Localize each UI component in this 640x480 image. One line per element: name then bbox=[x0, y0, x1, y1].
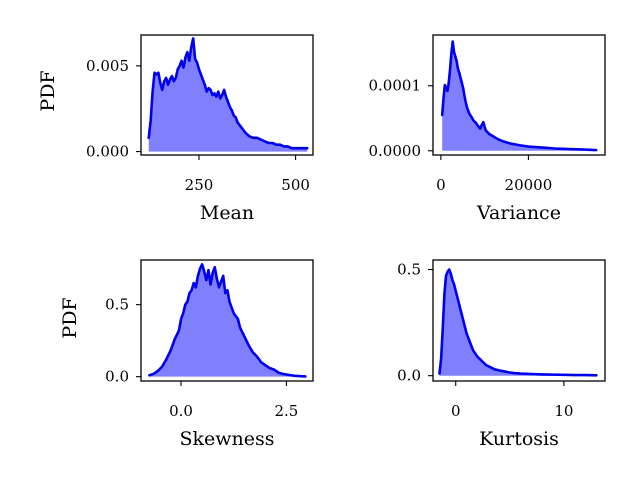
mean-ytick-label-0: 0.000 bbox=[86, 143, 129, 161]
ylabel-mean: PDF bbox=[37, 70, 59, 111]
variance-axes-frame bbox=[432, 34, 606, 156]
mean-xtick-label-1: 500 bbox=[281, 176, 310, 194]
xlabel-variance: Variance bbox=[476, 202, 561, 224]
kurtosis-density-fill bbox=[439, 269, 597, 376]
kurtosis-density-line bbox=[438, 268, 598, 377]
skewness-ytick-label-1: 0.5 bbox=[105, 296, 129, 314]
subplot-kurtosis: Kurtosis 0 10 0.0 0.5 bbox=[397, 259, 606, 450]
subplot-variance: Variance 0 20000 0.0000 0.0001 bbox=[369, 34, 606, 224]
variance-density-fill bbox=[442, 41, 597, 151]
xlabel-mean: Mean bbox=[200, 202, 254, 224]
variance-xtick-label-1: 20000 bbox=[505, 176, 553, 194]
mean-xtick-label-0: 250 bbox=[185, 176, 214, 194]
kurtosis-ytick-label-0: 0.0 bbox=[397, 367, 421, 385]
mean-axes-frame bbox=[140, 34, 314, 156]
skewness-density-fill bbox=[149, 264, 306, 377]
variance-density-line bbox=[440, 40, 598, 152]
kurtosis-axes-frame bbox=[432, 259, 606, 382]
skewness-xtick-label-1: 2.5 bbox=[275, 402, 299, 420]
skewness-density-line bbox=[148, 263, 307, 378]
xlabel-kurtosis: Kurtosis bbox=[479, 428, 559, 450]
subplot-skewness: PDF Skewness 0.0 2.5 0.0 0.5 bbox=[59, 259, 314, 450]
kurtosis-xtick-label-0: 0 bbox=[451, 402, 461, 420]
mean-density-line bbox=[147, 37, 309, 150]
skewness-axes-frame bbox=[140, 259, 314, 382]
variance-ytick-label-0: 0.0000 bbox=[369, 142, 422, 160]
skewness-ytick-label-0: 0.0 bbox=[105, 368, 129, 386]
kurtosis-xtick-label-1: 10 bbox=[554, 402, 573, 420]
variance-xtick-label-0: 0 bbox=[436, 176, 446, 194]
skewness-xtick-label-0: 0.0 bbox=[169, 402, 193, 420]
mean-density-fill bbox=[148, 38, 308, 152]
ylabel-skewness: PDF bbox=[59, 297, 81, 338]
mean-ytick-label-1: 0.005 bbox=[86, 57, 129, 75]
variance-ytick-label-1: 0.0001 bbox=[369, 77, 422, 95]
subplot-mean: PDF Mean 250 500 0.000 0.005 bbox=[37, 34, 314, 224]
kurtosis-ytick-label-1: 0.5 bbox=[397, 261, 421, 279]
xlabel-skewness: Skewness bbox=[179, 428, 274, 450]
